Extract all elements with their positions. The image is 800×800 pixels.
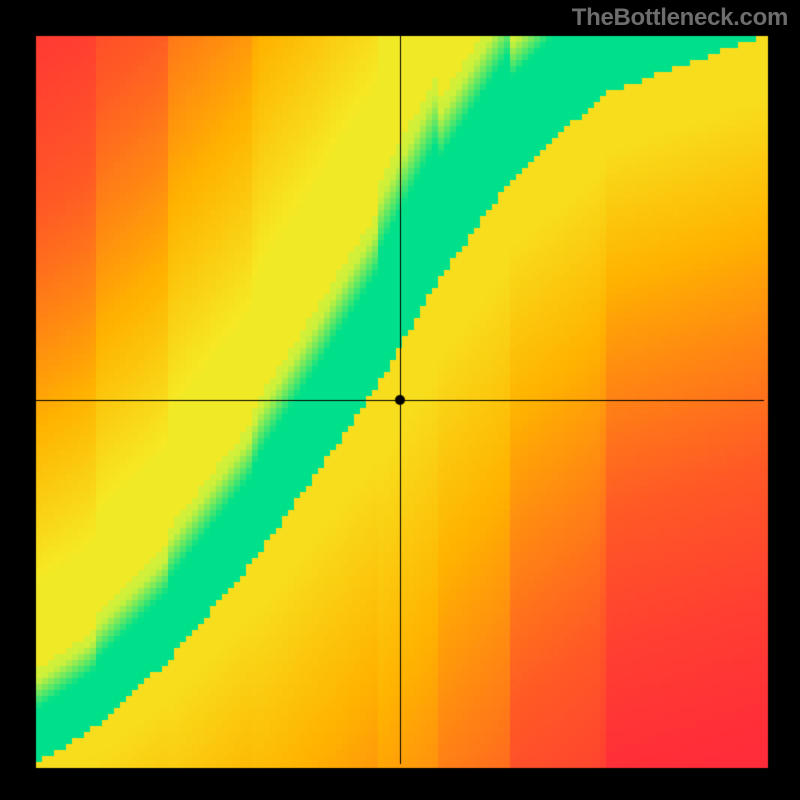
watermark-text: TheBottleneck.com — [572, 4, 788, 32]
heatmap-canvas — [0, 0, 800, 800]
chart-container: TheBottleneck.com — [0, 0, 800, 800]
